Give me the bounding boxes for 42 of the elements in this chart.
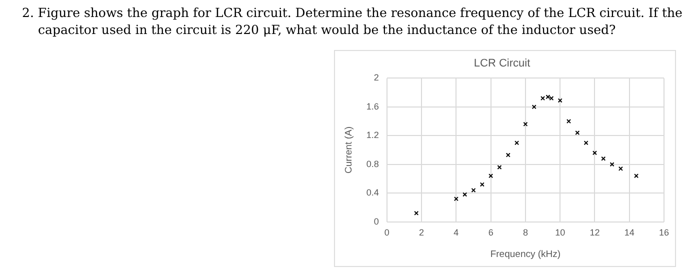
point (575, 130, 580, 136)
point (532, 104, 536, 110)
point (592, 150, 597, 156)
point (546, 94, 550, 100)
x-tick-label: 2 (419, 228, 424, 238)
x-tick-label: 16 (658, 228, 669, 238)
point (566, 119, 572, 124)
point (497, 164, 502, 170)
y-tick-label: 2 (374, 72, 379, 83)
point (506, 152, 510, 158)
x-tick-label: 10 (555, 228, 566, 238)
point (601, 156, 606, 161)
point (471, 188, 476, 192)
point (514, 140, 520, 146)
point (480, 182, 484, 187)
y-tick-label: 0.8 (366, 158, 379, 169)
y-tick-label: 1.6 (366, 101, 379, 112)
point (558, 98, 562, 103)
point (540, 96, 546, 101)
y-axis-title: Current (A) (343, 126, 354, 174)
point (610, 162, 614, 167)
point (488, 174, 494, 178)
text: 2. Figure shows the graph for LCR circuit. Determine the resonance frequency of the LCR circuit. If the capacitor used in the circuit is 220 μF, what would be the inductance of the inductor used? (22, 4, 684, 38)
x-tick-label: 14 (624, 228, 634, 238)
x-tick-label: 6 (488, 228, 494, 238)
chart-title: LCR Circuit (474, 58, 530, 70)
point (414, 210, 419, 216)
point (454, 196, 458, 202)
point (523, 122, 528, 126)
x-tick-label: 4 (454, 228, 459, 238)
point (634, 174, 639, 178)
x-axis-title: Frequency (kHz) (490, 248, 561, 260)
y-tick-label: 0.4 (366, 188, 379, 198)
point (549, 96, 554, 101)
point (462, 192, 468, 197)
x-tick-label: 12 (590, 228, 600, 238)
y-tick-label: 1.2 (366, 130, 379, 140)
point (584, 140, 588, 146)
x-tick-label: 8 (522, 228, 528, 238)
point (618, 166, 623, 171)
x-tick-label: 0 (384, 228, 390, 238)
y-tick-label: 0 (374, 216, 379, 226)
